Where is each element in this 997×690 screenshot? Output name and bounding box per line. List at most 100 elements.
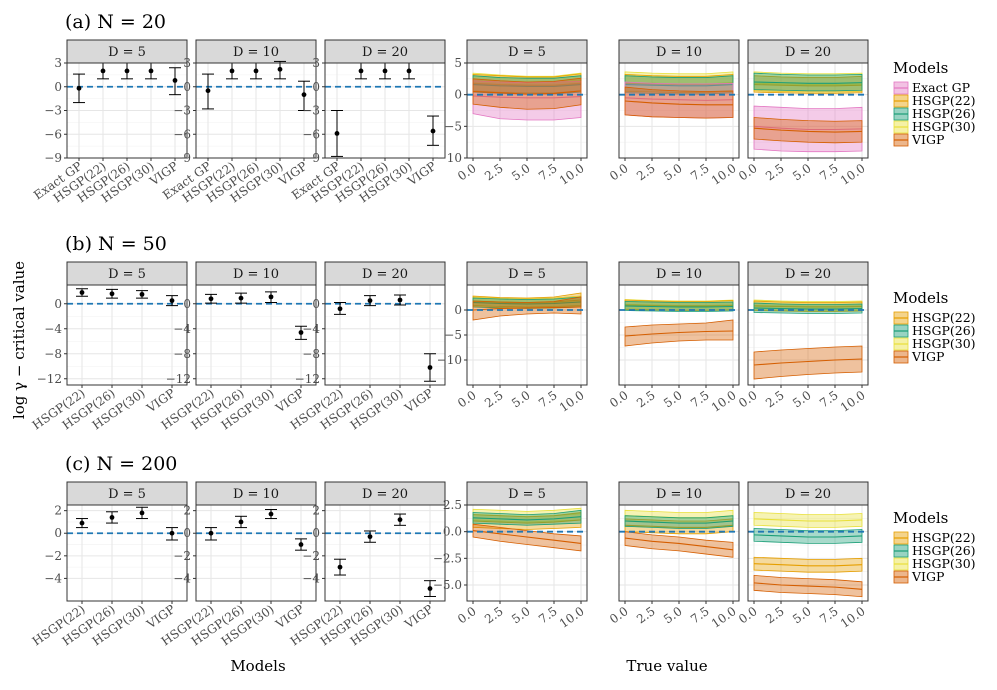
ribbon-mean-line [753,307,863,310]
plot-area [67,505,187,601]
point-estimate [268,294,274,300]
y-tick-label: −4 [173,322,191,336]
plot-area [67,285,187,385]
point-estimate [253,68,259,74]
facet-label: D = 20 [785,487,831,502]
y-tick-label: 0 [54,297,62,311]
legend-label: Exact GP [912,80,970,95]
point-estimate [148,68,154,74]
y-tick-label: −8 [44,347,62,361]
y-tick-label: −3 [302,104,320,118]
point-estimate [238,519,244,525]
x-tick-label: 7.5 [536,388,560,410]
point-estimate [367,298,373,304]
point-estimate [382,68,388,74]
x-tick-label: 7.5 [688,388,712,410]
x-tick-label: 2.5 [763,161,787,183]
x-axis-title-left: Models [230,657,285,675]
y-tick-label: −2 [44,549,62,563]
facet-label: D = 10 [233,45,279,60]
y-tick-label: 0 [454,303,462,317]
x-tick-label: 2.5 [634,161,658,183]
facet-label: D = 20 [362,267,408,282]
x-tick-label: 0.0 [736,604,760,626]
y-tick-label: 2 [54,504,62,518]
legend-label: VIGP [911,132,944,147]
x-tick-label: 5.0 [661,161,685,183]
x-tick-label: 0.0 [607,388,631,410]
legend: Models Exact GPHSGP(22)HSGP(26)HSGP(30)VI… [893,59,976,147]
point-estimate [427,365,433,370]
facet-label: D = 20 [785,45,831,60]
facet-label: D = 10 [656,487,702,502]
panel-border [195,284,317,386]
panel-row-1: (b) N = 50 D = 5 0 −4 −8 −12 HSGP(22)HSGP(26)H… [30,233,976,432]
x-tick-label: VIGP [401,386,435,416]
ribbon-panel: D = 10 0.0 2.5 5.0 7.510.0 [607,261,740,415]
y-tick-label: −9 [44,151,62,165]
y-tick-label: −12 [37,372,62,386]
point-estimate [298,330,304,335]
legend-label: VIGP [911,569,944,584]
y-tick-label: 3 [54,56,62,70]
ribbon-mean-line [753,82,863,86]
point-estimate [79,520,85,526]
point-estimate [76,85,82,91]
ribbon-mean-line [472,530,582,544]
point-estimate [208,530,214,536]
x-tick-label: 5.0 [661,388,685,410]
y-tick-label: 0.0 [443,525,462,539]
point-estimate [397,517,403,523]
point-estimate [205,88,211,94]
plot-area [196,505,316,601]
ribbon-band [753,512,863,528]
y-tick-label: −6 [173,127,191,141]
y-tick-label: 0 [183,297,191,311]
ribbon-mean-line [753,81,863,84]
ribbon-mean-line [472,516,582,521]
y-tick-label: −4 [173,571,191,585]
y-tick-label: −4 [44,322,62,336]
point-estimate [427,586,433,591]
ribbon-mean-line [753,305,863,308]
ribbon-mean-line [753,125,863,131]
y-tick-label: −9 [173,151,191,165]
ribbon-panel: D = 10 0.0 2.5 5.0 7.510.0 [607,481,740,631]
x-tick-label: 7.5 [817,388,841,410]
panel-row-2: (c) N = 200 D = 5 2 0 −2 −4 HSGP(22)HSGP(26)HS… [30,453,976,648]
ribbon-mean-line [624,97,734,101]
row-title: (c) N = 200 [65,453,177,475]
x-tick-label: VIGP [401,602,435,632]
ribbon-mean-line [624,82,734,86]
y-tick-label: −4 [44,571,62,585]
facet-label: D = 20 [785,267,831,282]
x-tick-label: 10.0 [557,388,587,415]
x-tick-label: 7.5 [817,604,841,626]
y-tick-label: 2.5 [443,498,462,512]
plot-area [325,505,445,601]
x-tick-label: 0.0 [736,388,760,410]
ribbon-mean-line [472,95,582,99]
ribbon-band [753,75,863,94]
y-tick-label: −2.5 [433,551,462,565]
facet-label: D = 5 [508,267,546,282]
point-estimate [79,290,85,295]
x-tick-label: 2.5 [482,604,506,626]
x-tick-label: 10.0 [838,388,868,415]
ribbon-band [472,80,582,121]
x-tick-label: 7.5 [817,161,841,183]
x-tick-label: 0.0 [607,604,631,626]
legend-label: HSGP(22) [912,93,976,108]
ribbon-mean-line [472,82,582,86]
y-tick-label: −12 [295,372,320,386]
x-tick-label: 10.0 [557,161,587,188]
legend: Models HSGP(22)HSGP(26)HSGP(30)VIGP [893,289,976,364]
x-tick-label: 10.0 [557,604,587,631]
y-tick-label: −2 [173,549,191,563]
x-tick-label: 7.5 [688,604,712,626]
ribbon-band [753,72,863,92]
